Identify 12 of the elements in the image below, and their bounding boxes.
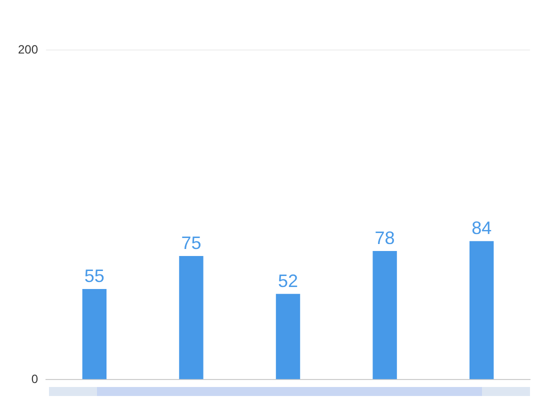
data-label: 52 [278, 270, 298, 291]
y-tick-label: 200 [18, 42, 38, 56]
data-label: 78 [374, 228, 395, 248]
bar [470, 241, 494, 380]
bar [179, 256, 204, 380]
bar [276, 294, 300, 380]
y-tick-label: 0 [31, 372, 38, 386]
data-label: 75 [181, 232, 202, 253]
bar [82, 288, 107, 380]
data-label: 55 [84, 266, 104, 286]
data-label: 84 [472, 218, 492, 238]
bar [372, 251, 397, 380]
